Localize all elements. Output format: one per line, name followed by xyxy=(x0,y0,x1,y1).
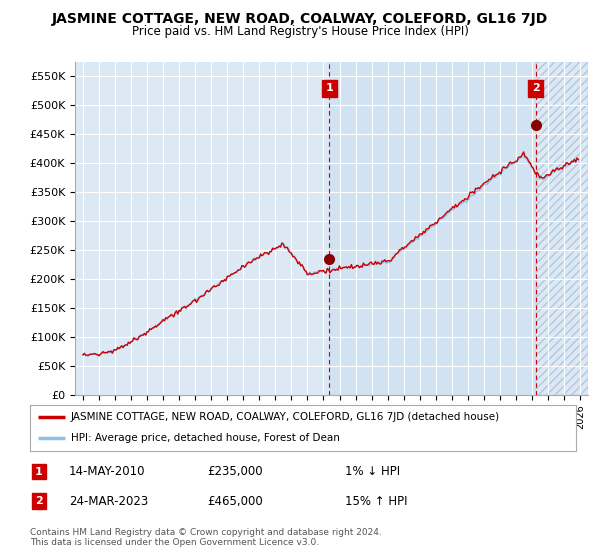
Text: £235,000: £235,000 xyxy=(207,465,263,478)
Text: 1: 1 xyxy=(35,466,43,477)
Bar xyxy=(329,62,536,395)
Text: JASMINE COTTAGE, NEW ROAD, COALWAY, COLEFORD, GL16 7JD (detached house): JASMINE COTTAGE, NEW ROAD, COALWAY, COLE… xyxy=(71,412,500,422)
Text: HPI: Average price, detached house, Forest of Dean: HPI: Average price, detached house, Fore… xyxy=(71,433,340,444)
Text: JASMINE COTTAGE, NEW ROAD, COALWAY, COLEFORD, GL16 7JD: JASMINE COTTAGE, NEW ROAD, COALWAY, COLE… xyxy=(52,12,548,26)
Text: £465,000: £465,000 xyxy=(207,494,263,508)
Text: 1: 1 xyxy=(326,83,333,94)
Text: 1% ↓ HPI: 1% ↓ HPI xyxy=(345,465,400,478)
Text: 24-MAR-2023: 24-MAR-2023 xyxy=(69,494,148,508)
Text: Price paid vs. HM Land Registry's House Price Index (HPI): Price paid vs. HM Land Registry's House … xyxy=(131,25,469,38)
Text: 2: 2 xyxy=(532,83,539,94)
Text: Contains HM Land Registry data © Crown copyright and database right 2024.
This d: Contains HM Land Registry data © Crown c… xyxy=(30,528,382,547)
Text: 15% ↑ HPI: 15% ↑ HPI xyxy=(345,494,407,508)
Bar xyxy=(536,62,588,395)
Text: 2: 2 xyxy=(35,496,43,506)
Text: 14-MAY-2010: 14-MAY-2010 xyxy=(69,465,146,478)
